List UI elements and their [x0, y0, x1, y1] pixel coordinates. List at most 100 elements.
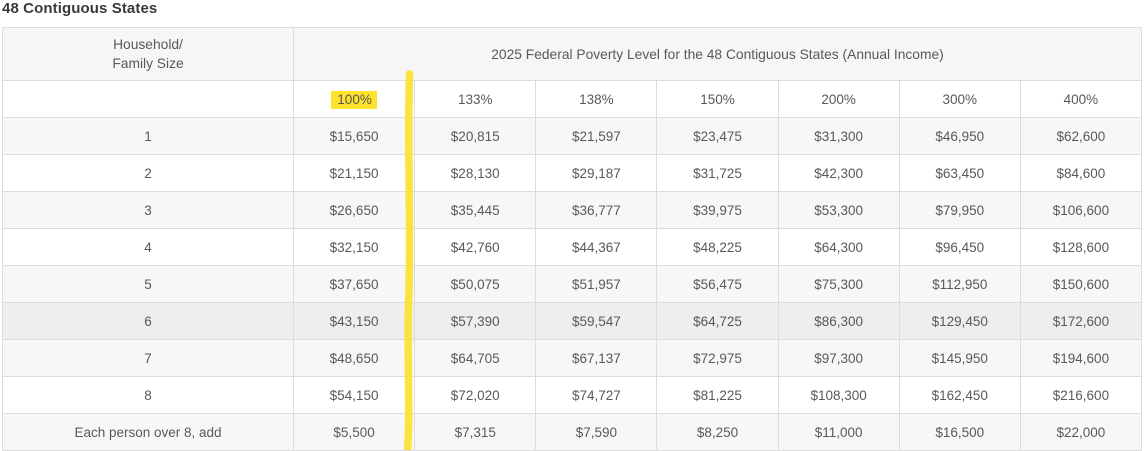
fpl-value-cell: $22,000	[1019, 413, 1143, 451]
fpl-value-cell: $31,725	[656, 154, 779, 192]
fpl-value-cell: $74,727	[535, 376, 658, 414]
fpl-value-cell: $81,225	[656, 376, 779, 414]
table-header-group: Household/ Family Size 2025 Federal Pove…	[2, 27, 1143, 118]
household-size-cell: 8	[2, 376, 294, 414]
fpl-value-cell: $172,600	[1019, 302, 1143, 340]
table-row-size-2: 2 $21,150 $28,130 $29,187 $31,725 $42,30…	[2, 154, 1143, 192]
table-row-size-5: 5 $37,650 $50,075 $51,957 $56,475 $75,30…	[2, 265, 1143, 303]
fpl-value-cell: $56,475	[656, 265, 779, 303]
table-row-size-8: 8 $54,150 $72,020 $74,727 $81,225 $108,3…	[2, 376, 1143, 414]
fpl-value-cell: $8,250	[656, 413, 779, 451]
corner-header-line2: Family Size	[112, 56, 184, 71]
fpl-value-cell: $216,600	[1019, 376, 1143, 414]
fpl-value-cell: $37,650	[292, 265, 416, 303]
household-size-cell: 5	[2, 265, 294, 303]
fpl-value-cell: $86,300	[777, 302, 900, 340]
fpl-value-cell: $63,450	[898, 154, 1021, 192]
corner-header-line1: Household/	[113, 37, 183, 52]
fpl-value-cell: $20,815	[414, 117, 537, 155]
fpl-value-cell: $21,597	[535, 117, 658, 155]
fpl-value-cell: $162,450	[898, 376, 1021, 414]
fpl-value-cell: $36,777	[535, 191, 658, 229]
fpl-value-cell: $112,950	[898, 265, 1021, 303]
fpl-value-cell: $97,300	[777, 339, 900, 377]
fpl-value-cell: $39,975	[656, 191, 779, 229]
fpl-value-cell: $96,450	[898, 228, 1021, 266]
table-row-size-6: 6 $43,150 $57,390 $59,547 $64,725 $86,30…	[2, 302, 1143, 340]
table-row-size-4: 4 $32,150 $42,760 $44,367 $48,225 $64,30…	[2, 228, 1143, 266]
table-row-size-3: 3 $26,650 $35,445 $36,777 $39,975 $53,30…	[2, 191, 1143, 229]
fpl-value-cell: $59,547	[535, 302, 658, 340]
table-row-size-7: 7 $48,650 $64,705 $67,137 $72,975 $97,30…	[2, 339, 1143, 377]
fpl-value-cell: $128,600	[1019, 228, 1143, 266]
fpl-value-cell: $7,315	[414, 413, 537, 451]
fpl-value-cell: $53,300	[777, 191, 900, 229]
fpl-value-cell: $26,650	[292, 191, 416, 229]
fpl-value-cell: $145,950	[898, 339, 1021, 377]
percent-header-400: 400%	[1019, 80, 1143, 118]
fpl-value-cell: $54,150	[292, 376, 416, 414]
percent-header-150: 150%	[656, 80, 779, 118]
fpl-value-cell: $64,705	[414, 339, 537, 377]
fpl-value-cell: $11,000	[777, 413, 900, 451]
percent-header-row: 100% 133% 138% 150% 200% 300% 400%	[2, 80, 1143, 118]
fpl-value-cell: $194,600	[1019, 339, 1143, 377]
fpl-value-cell: $42,760	[414, 228, 537, 266]
highlighted-percent-100: 100%	[331, 90, 377, 109]
household-size-cell: 7	[2, 339, 294, 377]
fpl-value-cell: $75,300	[777, 265, 900, 303]
fpl-value-cell: $16,500	[898, 413, 1021, 451]
fpl-value-cell: $46,950	[898, 117, 1021, 155]
percent-header-empty-cell	[2, 80, 294, 118]
fpl-value-cell: $31,300	[777, 117, 900, 155]
table-body: 1 $15,650 $20,815 $21,597 $23,475 $31,30…	[2, 117, 1143, 451]
corner-header-cell: Household/ Family Size	[2, 27, 294, 81]
fpl-value-cell: $28,130	[414, 154, 537, 192]
household-size-cell: 3	[2, 191, 294, 229]
fpl-value-cell: $51,957	[535, 265, 658, 303]
fpl-value-cell: $62,600	[1019, 117, 1143, 155]
percent-header-200: 200%	[777, 80, 900, 118]
fpl-value-cell: $48,225	[656, 228, 779, 266]
fpl-value-cell: $129,450	[898, 302, 1021, 340]
fpl-value-cell: $84,600	[1019, 154, 1143, 192]
fpl-value-cell: $48,650	[292, 339, 416, 377]
household-size-cell: Each person over 8, add	[2, 413, 294, 451]
fpl-value-cell: $64,300	[777, 228, 900, 266]
table-header-row: Household/ Family Size 2025 Federal Pove…	[2, 27, 1142, 81]
percent-header-300: 300%	[898, 80, 1021, 118]
fpl-value-cell: $67,137	[535, 339, 658, 377]
fpl-value-cell: $23,475	[656, 117, 779, 155]
fpl-value-cell: $7,590	[535, 413, 658, 451]
fpl-value-cell: $42,300	[777, 154, 900, 192]
percent-header-133: 133%	[414, 80, 537, 118]
percent-header-138: 138%	[535, 80, 658, 118]
page-title: 48 Contiguous States	[2, 0, 158, 17]
household-size-cell: 4	[2, 228, 294, 266]
fpl-value-cell: $64,725	[656, 302, 779, 340]
fpl-table: Household/ Family Size 2025 Federal Pove…	[2, 27, 1143, 451]
fpl-value-cell: $5,500	[292, 413, 416, 451]
fpl-value-cell: $150,600	[1019, 265, 1143, 303]
fpl-value-cell: $50,075	[414, 265, 537, 303]
fpl-value-cell: $29,187	[535, 154, 658, 192]
household-size-cell: 2	[2, 154, 294, 192]
percent-header-100: 100%	[292, 80, 416, 118]
household-size-cell: 1	[2, 117, 294, 155]
fpl-value-cell: $15,650	[292, 117, 416, 155]
fpl-value-cell: $72,020	[414, 376, 537, 414]
fpl-value-cell: $57,390	[414, 302, 537, 340]
fpl-value-cell: $44,367	[535, 228, 658, 266]
table-row-size-1: 1 $15,650 $20,815 $21,597 $23,475 $31,30…	[2, 117, 1143, 155]
table-main-header: 2025 Federal Poverty Level for the 48 Co…	[293, 27, 1142, 81]
fpl-value-cell: $21,150	[292, 154, 416, 192]
household-size-cell: 6	[2, 302, 294, 340]
fpl-value-cell: $35,445	[414, 191, 537, 229]
table-row-over-8: Each person over 8, add $5,500 $7,315 $7…	[2, 413, 1143, 451]
fpl-value-cell: $108,300	[777, 376, 900, 414]
fpl-value-cell: $72,975	[656, 339, 779, 377]
fpl-value-cell: $43,150	[292, 302, 416, 340]
fpl-value-cell: $106,600	[1019, 191, 1143, 229]
fpl-value-cell: $79,950	[898, 191, 1021, 229]
fpl-value-cell: $32,150	[292, 228, 416, 266]
